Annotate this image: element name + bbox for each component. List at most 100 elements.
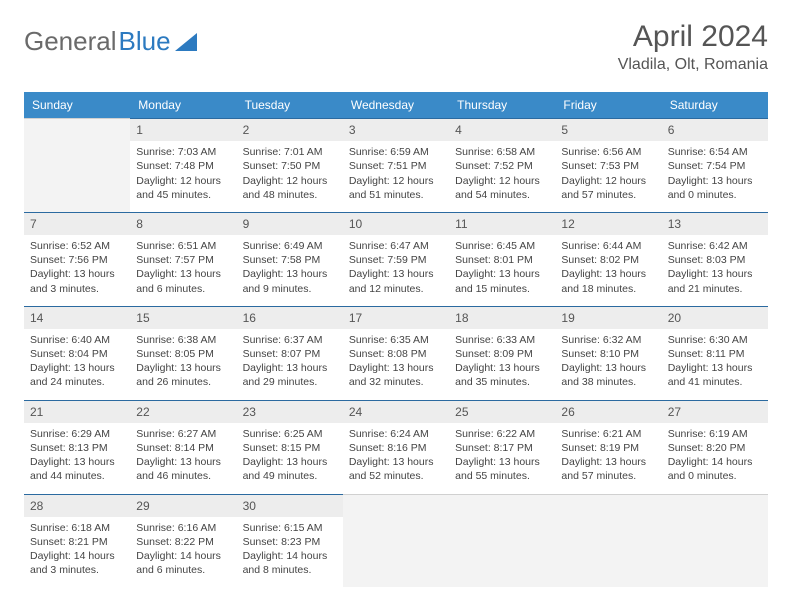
sunset-text: Sunset: 7:48 PM (136, 159, 230, 173)
daylight-text: and 57 minutes. (561, 469, 655, 483)
calendar-grid: SundayMondayTuesdayWednesdayThursdayFrid… (24, 92, 768, 587)
daylight-text: and 32 minutes. (349, 375, 443, 389)
sunrise-text: Sunrise: 6:21 AM (561, 427, 655, 441)
daylight-text: Daylight: 13 hours (136, 267, 230, 281)
day-number: 6 (662, 119, 768, 141)
day-number: 24 (343, 401, 449, 423)
daylight-text: Daylight: 12 hours (349, 174, 443, 188)
daylight-text: and 3 minutes. (30, 563, 124, 577)
sunset-text: Sunset: 8:10 PM (561, 347, 655, 361)
sunrise-text: Sunrise: 6:24 AM (349, 427, 443, 441)
day-cell-17: 17Sunrise: 6:35 AMSunset: 8:08 PMDayligh… (343, 306, 449, 400)
daylight-text: Daylight: 13 hours (243, 267, 337, 281)
daylight-text: and 15 minutes. (455, 282, 549, 296)
dayhead-saturday: Saturday (662, 92, 768, 118)
daylight-text: Daylight: 13 hours (668, 174, 762, 188)
logo-triangle-icon (175, 33, 197, 51)
sunrise-text: Sunrise: 6:25 AM (243, 427, 337, 441)
sunset-text: Sunset: 8:16 PM (349, 441, 443, 455)
sunset-text: Sunset: 8:20 PM (668, 441, 762, 455)
logo: GeneralBlue (24, 26, 197, 57)
day-cell-10: 10Sunrise: 6:47 AMSunset: 7:59 PMDayligh… (343, 212, 449, 306)
sunset-text: Sunset: 7:56 PM (30, 253, 124, 267)
day-cell-5: 5Sunrise: 6:56 AMSunset: 7:53 PMDaylight… (555, 118, 661, 212)
daylight-text: Daylight: 13 hours (455, 267, 549, 281)
day-cell-20: 20Sunrise: 6:30 AMSunset: 8:11 PMDayligh… (662, 306, 768, 400)
dayhead-monday: Monday (130, 92, 236, 118)
daylight-text: and 29 minutes. (243, 375, 337, 389)
daylight-text: and 18 minutes. (561, 282, 655, 296)
daylight-text: Daylight: 13 hours (668, 361, 762, 375)
sunset-text: Sunset: 8:05 PM (136, 347, 230, 361)
dayhead-sunday: Sunday (24, 92, 130, 118)
day-number: 27 (662, 401, 768, 423)
sunset-text: Sunset: 7:52 PM (455, 159, 549, 173)
sunrise-text: Sunrise: 6:29 AM (30, 427, 124, 441)
sunset-text: Sunset: 8:02 PM (561, 253, 655, 267)
sunrise-text: Sunrise: 6:47 AM (349, 239, 443, 253)
sunset-text: Sunset: 8:03 PM (668, 253, 762, 267)
sunrise-text: Sunrise: 6:38 AM (136, 333, 230, 347)
sunrise-text: Sunrise: 6:44 AM (561, 239, 655, 253)
daylight-text: and 6 minutes. (136, 563, 230, 577)
sunrise-text: Sunrise: 6:27 AM (136, 427, 230, 441)
sunrise-text: Sunrise: 6:16 AM (136, 521, 230, 535)
day-cell-4: 4Sunrise: 6:58 AMSunset: 7:52 PMDaylight… (449, 118, 555, 212)
sunrise-text: Sunrise: 6:59 AM (349, 145, 443, 159)
day-number: 25 (449, 401, 555, 423)
day-number: 15 (130, 307, 236, 329)
daylight-text: Daylight: 13 hours (349, 361, 443, 375)
day-number: 16 (237, 307, 343, 329)
day-cell-14: 14Sunrise: 6:40 AMSunset: 8:04 PMDayligh… (24, 306, 130, 400)
sunset-text: Sunset: 8:14 PM (136, 441, 230, 455)
daylight-text: and 35 minutes. (455, 375, 549, 389)
sunrise-text: Sunrise: 6:49 AM (243, 239, 337, 253)
daylight-text: and 9 minutes. (243, 282, 337, 296)
daylight-text: and 46 minutes. (136, 469, 230, 483)
day-number: 30 (237, 495, 343, 517)
daylight-text: Daylight: 12 hours (561, 174, 655, 188)
sunset-text: Sunset: 8:04 PM (30, 347, 124, 361)
daylight-text: and 45 minutes. (136, 188, 230, 202)
daylight-text: and 44 minutes. (30, 469, 124, 483)
logo-text-1: General (24, 26, 117, 57)
sunset-text: Sunset: 7:58 PM (243, 253, 337, 267)
title-block: April 2024 Vladila, Olt, Romania (618, 20, 768, 74)
day-number: 1 (130, 119, 236, 141)
day-number: 8 (130, 213, 236, 235)
day-number: 3 (343, 119, 449, 141)
sunset-text: Sunset: 8:07 PM (243, 347, 337, 361)
day-cell-29: 29Sunrise: 6:16 AMSunset: 8:22 PMDayligh… (130, 494, 236, 588)
daylight-text: and 0 minutes. (668, 469, 762, 483)
daylight-text: and 0 minutes. (668, 188, 762, 202)
sunset-text: Sunset: 8:01 PM (455, 253, 549, 267)
daylight-text: and 52 minutes. (349, 469, 443, 483)
day-cell-11: 11Sunrise: 6:45 AMSunset: 8:01 PMDayligh… (449, 212, 555, 306)
day-number: 29 (130, 495, 236, 517)
daylight-text: and 57 minutes. (561, 188, 655, 202)
dayhead-tuesday: Tuesday (237, 92, 343, 118)
sunrise-text: Sunrise: 6:37 AM (243, 333, 337, 347)
daylight-text: and 26 minutes. (136, 375, 230, 389)
day-number: 26 (555, 401, 661, 423)
daylight-text: and 54 minutes. (455, 188, 549, 202)
day-number: 20 (662, 307, 768, 329)
sunset-text: Sunset: 8:15 PM (243, 441, 337, 455)
day-cell-18: 18Sunrise: 6:33 AMSunset: 8:09 PMDayligh… (449, 306, 555, 400)
sunset-text: Sunset: 7:59 PM (349, 253, 443, 267)
daylight-text: and 48 minutes. (243, 188, 337, 202)
sunrise-text: Sunrise: 6:15 AM (243, 521, 337, 535)
day-cell-16: 16Sunrise: 6:37 AMSunset: 8:07 PMDayligh… (237, 306, 343, 400)
sunrise-text: Sunrise: 6:58 AM (455, 145, 549, 159)
sunset-text: Sunset: 8:21 PM (30, 535, 124, 549)
daylight-text: Daylight: 14 hours (243, 549, 337, 563)
day-cell-13: 13Sunrise: 6:42 AMSunset: 8:03 PMDayligh… (662, 212, 768, 306)
daylight-text: Daylight: 13 hours (668, 267, 762, 281)
daylight-text: Daylight: 13 hours (136, 455, 230, 469)
day-cell-27: 27Sunrise: 6:19 AMSunset: 8:20 PMDayligh… (662, 400, 768, 494)
daylight-text: Daylight: 13 hours (349, 267, 443, 281)
sunrise-text: Sunrise: 6:51 AM (136, 239, 230, 253)
day-cell-21: 21Sunrise: 6:29 AMSunset: 8:13 PMDayligh… (24, 400, 130, 494)
day-number: 13 (662, 213, 768, 235)
sunrise-text: Sunrise: 6:22 AM (455, 427, 549, 441)
